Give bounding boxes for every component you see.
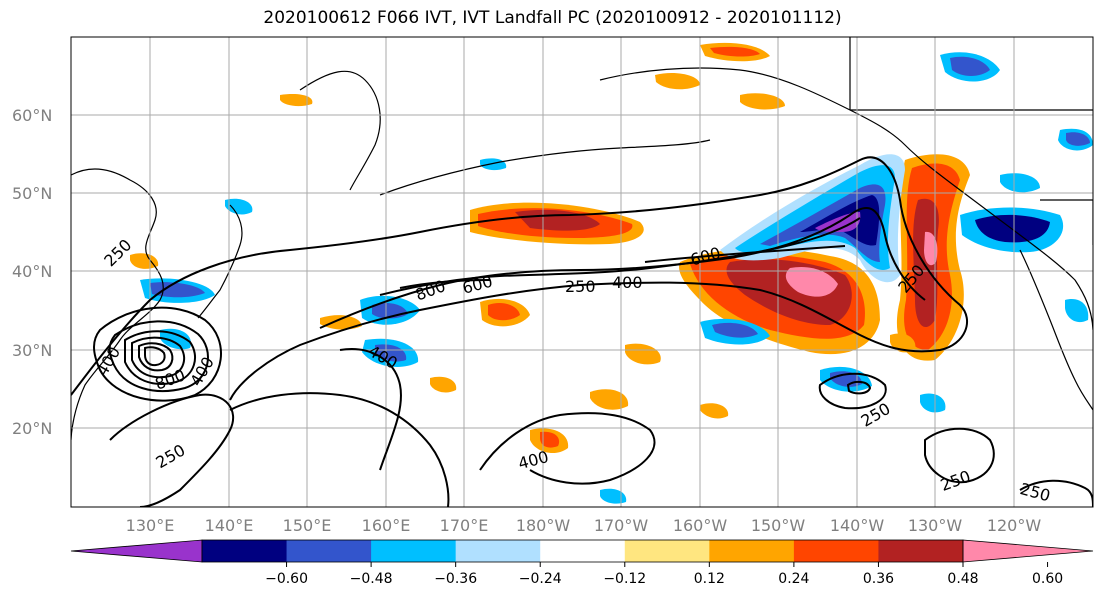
colorbar-segment [793, 540, 879, 562]
ivt-contours [71, 156, 1093, 507]
lon-label: 170°E [440, 516, 489, 535]
colorbar-tick-label: −0.24 [519, 571, 562, 587]
lat-label: 50°N [12, 184, 52, 203]
gridlines [71, 37, 1093, 507]
colorbar-segment [371, 540, 457, 562]
lon-label: 170°W [594, 516, 649, 535]
na-west-coast [1019, 249, 1093, 411]
map-title: 2020100612 F066 IVT, IVT Landfall PC (20… [263, 8, 842, 28]
colorbar-segment [286, 540, 372, 562]
lat-label: 40°N [12, 262, 52, 281]
lon-label: 130°E [126, 516, 175, 535]
coastlines [71, 37, 1093, 441]
contour-800-main [399, 279, 491, 289]
lon-label: 140°E [205, 516, 254, 535]
contour-400-central [339, 348, 402, 471]
colorbar-tick-label: 0.24 [778, 571, 809, 587]
contour-cyclone-outer [93, 306, 222, 402]
colorbar-segment [202, 540, 288, 562]
contour-250-central [229, 392, 450, 507]
colorbar-tick-label: −0.60 [265, 571, 308, 587]
aleutian-chain [379, 139, 711, 196]
contour-250-sw [109, 393, 235, 507]
colorbar-tick-label: −0.36 [434, 571, 477, 587]
canada-border [849, 37, 1093, 245]
longitude-labels: 130°E 140°E 150°E 160°E 170°E 180°W 170°… [126, 516, 1042, 535]
map-border [70, 36, 1094, 508]
lon-label: 140°W [830, 516, 885, 535]
colorbar [70, 539, 1094, 563]
colorbar-outline [201, 539, 964, 563]
asia-coast [71, 168, 164, 441]
lat-label: 60°N [12, 106, 52, 125]
colorbar-tick-label: 0.36 [863, 571, 894, 587]
contour-600-main [379, 217, 861, 296]
colorbar-segment [70, 539, 203, 563]
lon-label: 160°E [362, 516, 411, 535]
kamchatka-coast [299, 70, 381, 191]
contour-250-closed [818, 372, 887, 410]
colorbar-tick-label: −0.12 [603, 571, 646, 587]
colorbar-tick-label: 0.60 [1032, 571, 1063, 587]
latitude-labels: 60°N 50°N 40°N 30°N 20°N [12, 106, 52, 438]
colorbar-segment [962, 539, 1094, 563]
colorbar-tick-label: 0.12 [694, 571, 725, 587]
japan-coast [197, 204, 243, 319]
colorbar-segment [709, 540, 795, 562]
map-content: 250 400 800 600 600 250 400 250 400 400 … [71, 37, 1093, 507]
colorbar-segment [624, 540, 710, 562]
colorbar-tick-label: 0.48 [947, 571, 978, 587]
lon-label: 160°W [673, 516, 728, 535]
contour-250-main [71, 156, 969, 401]
colorbar-segment [540, 540, 626, 562]
contour-250-trop [479, 412, 656, 485]
lon-label: 120°W [987, 516, 1042, 535]
contour-250-se [924, 427, 995, 484]
lat-label: 30°N [12, 341, 52, 360]
colorbar-tick-label: −0.48 [350, 571, 393, 587]
lon-label: 130°W [908, 516, 963, 535]
lon-label: 180°W [516, 516, 571, 535]
contour-600-east [644, 245, 846, 263]
colorbar-ticks: −0.60 −0.48 −0.36 −0.24 −0.12 0.12 0.24 0.36 0.4… [265, 562, 1063, 587]
colorbar-segment [455, 540, 541, 562]
lon-label: 150°W [751, 516, 806, 535]
contour-label: 400 [612, 273, 643, 292]
colorbar-segment [878, 540, 964, 562]
alaska-coast [599, 67, 1093, 331]
lat-label: 20°N [12, 419, 52, 438]
lon-label: 150°E [283, 516, 332, 535]
contour-label: 250 [565, 277, 596, 296]
